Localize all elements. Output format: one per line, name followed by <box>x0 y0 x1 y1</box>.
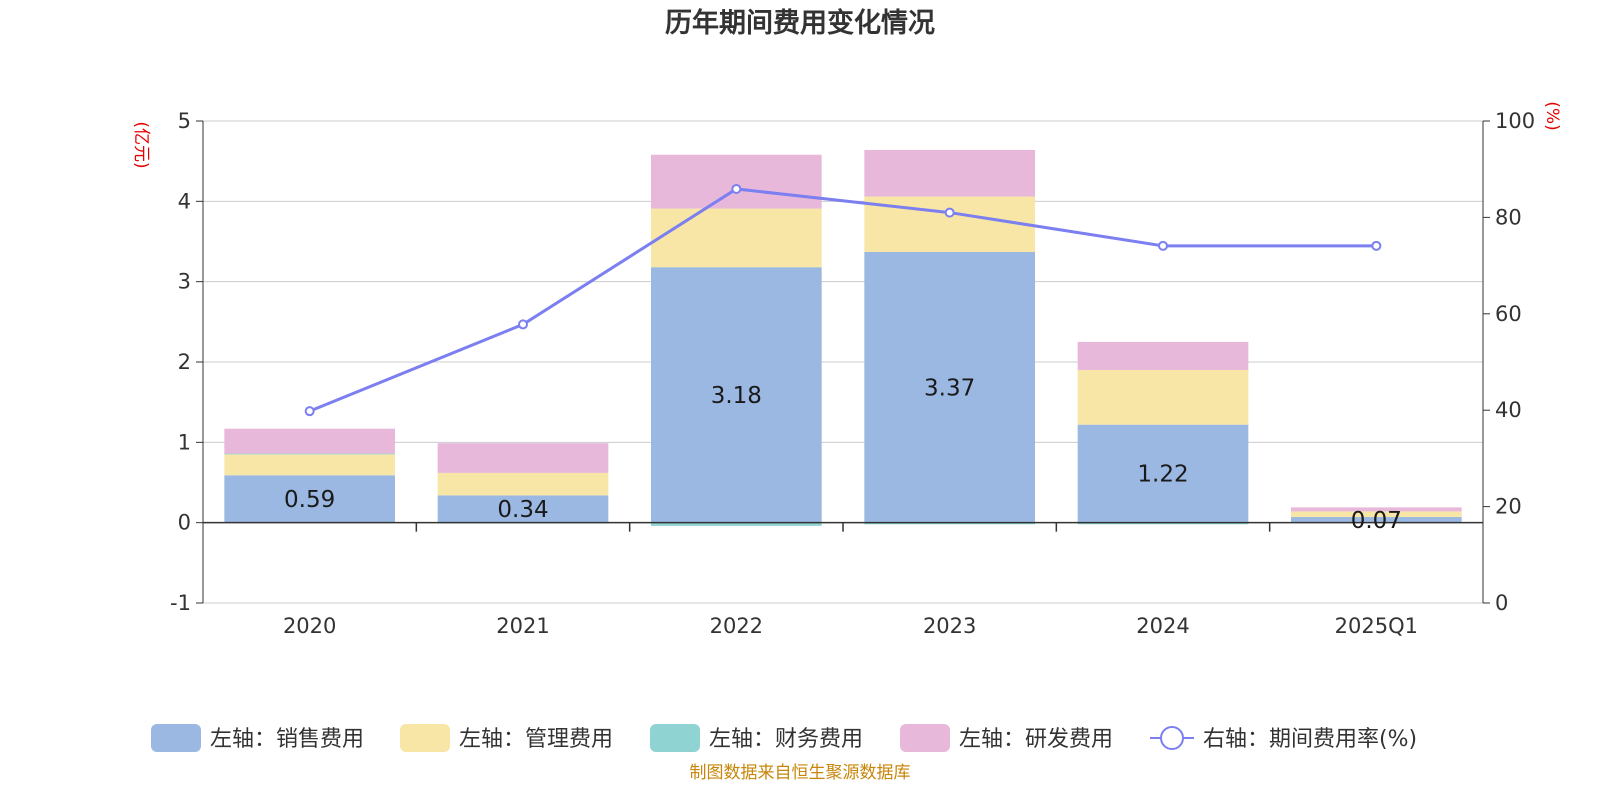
bar-segment-2020-0 <box>224 475 395 523</box>
x-tick-label: 2021 <box>496 614 549 638</box>
bar-segment-2020-1 <box>224 454 395 476</box>
rate-line <box>304 183 1382 417</box>
rate-point-2022 <box>731 183 742 194</box>
bar-segment-2023-2 <box>864 522 1035 525</box>
rate-point-2021 <box>518 319 528 330</box>
x-tick-label: 2025Q1 <box>1335 614 1418 638</box>
rate-point-2023 <box>944 207 955 218</box>
bar-segment-2025Q1-3 <box>1291 507 1462 512</box>
legend-label-0: 左轴：销售费用 <box>210 727 364 752</box>
right-tick-label: 60 <box>1495 302 1522 326</box>
x-tick-label: 2024 <box>1136 614 1189 638</box>
right-axis-unit: (%) <box>1542 101 1562 130</box>
bar-segment-2024-0 <box>1077 424 1249 523</box>
bar-segment-2025Q1-1 <box>1291 511 1462 518</box>
left-tick-label: 5 <box>178 109 191 133</box>
left-tick-label: 4 <box>178 189 191 213</box>
left-tick-label: 0 <box>178 511 191 535</box>
bar-segment-2020-3 <box>224 428 395 454</box>
rate-point-2024 <box>1158 240 1168 251</box>
rate-point-2025Q1 <box>1371 240 1382 251</box>
bar-segment-2022-2 <box>651 522 822 526</box>
bar-segment-2022-0 <box>651 267 822 523</box>
bars <box>224 149 1462 526</box>
data-label-2024: 1.22 <box>1137 462 1188 488</box>
left-tick-label: 1 <box>178 430 191 454</box>
legend-swatch-0 <box>151 724 201 752</box>
data-label-2022: 3.18 <box>711 383 762 409</box>
x-tick-label: 2022 <box>710 614 763 638</box>
bar-segment-2021-1 <box>437 472 609 496</box>
bar-segment-2025Q1-0 <box>1291 517 1462 523</box>
data-label-2023: 3.37 <box>924 375 975 401</box>
data-label-2025Q1: 0.07 <box>1351 508 1402 534</box>
x-tick-label: 2023 <box>923 614 976 638</box>
source-note: 制图数据来自恒生聚源数据库 <box>690 763 911 783</box>
x-tick-label: 2020 <box>283 614 336 638</box>
rate-line-path <box>309 187 1377 413</box>
right-tick-label: 100 <box>1495 109 1535 133</box>
right-tick-label: 0 <box>1495 591 1508 615</box>
data-label-2021: 0.34 <box>497 497 548 523</box>
rate-point-2020 <box>304 406 315 417</box>
bar-segment-2020-2 <box>224 453 395 455</box>
bar-segment-2023-0 <box>864 251 1035 523</box>
legend-label-4: 右轴：期间费用率(%) <box>1203 727 1417 752</box>
right-tick-label: 80 <box>1495 205 1522 229</box>
bar-segment-2024-2 <box>1077 522 1249 525</box>
bar-segment-2024-1 <box>1077 370 1249 425</box>
chart-title: 历年期间费用变化情况 <box>665 7 935 39</box>
bar-segment-2021-0 <box>437 495 609 523</box>
left-tick-label: 3 <box>178 270 191 294</box>
legend-swatch-1 <box>400 724 450 752</box>
left-tick-label: 2 <box>178 350 191 374</box>
legend-swatch-3 <box>900 724 950 752</box>
bar-segment-2021-3 <box>437 443 609 473</box>
bar-segment-2023-3 <box>864 149 1035 197</box>
bar-segment-2024-3 <box>1077 341 1249 371</box>
legend-label-3: 左轴：研发费用 <box>959 727 1113 752</box>
bar-segment-2022-3 <box>651 154 822 209</box>
legend-label-2: 左轴：财务费用 <box>709 727 863 752</box>
legend: 左轴：销售费用 左轴：管理费用 左轴：财务费用 左轴：研发费用 右轴：期间费用率(%) <box>151 724 1417 752</box>
right-tick-label: 20 <box>1495 495 1522 519</box>
left-tick-label: -1 <box>170 591 191 615</box>
right-tick-label: 40 <box>1495 398 1522 422</box>
bar-segment-2022-1 <box>651 208 822 268</box>
axes: -1 0 1 2 3 4 5 0 20 40 60 80 100 2020 2021 2022 2023 2024… <box>170 109 1535 638</box>
legend-label-1: 左轴：管理费用 <box>459 727 613 752</box>
left-axis-unit: (亿元) <box>131 121 151 168</box>
data-label-2020: 0.59 <box>284 487 335 513</box>
data-labels: 0.59 0.34 3.18 3.37 1.22 0.07 <box>284 375 1402 534</box>
legend-swatch-2 <box>650 724 700 752</box>
legend-circle-symbol <box>1160 726 1184 750</box>
